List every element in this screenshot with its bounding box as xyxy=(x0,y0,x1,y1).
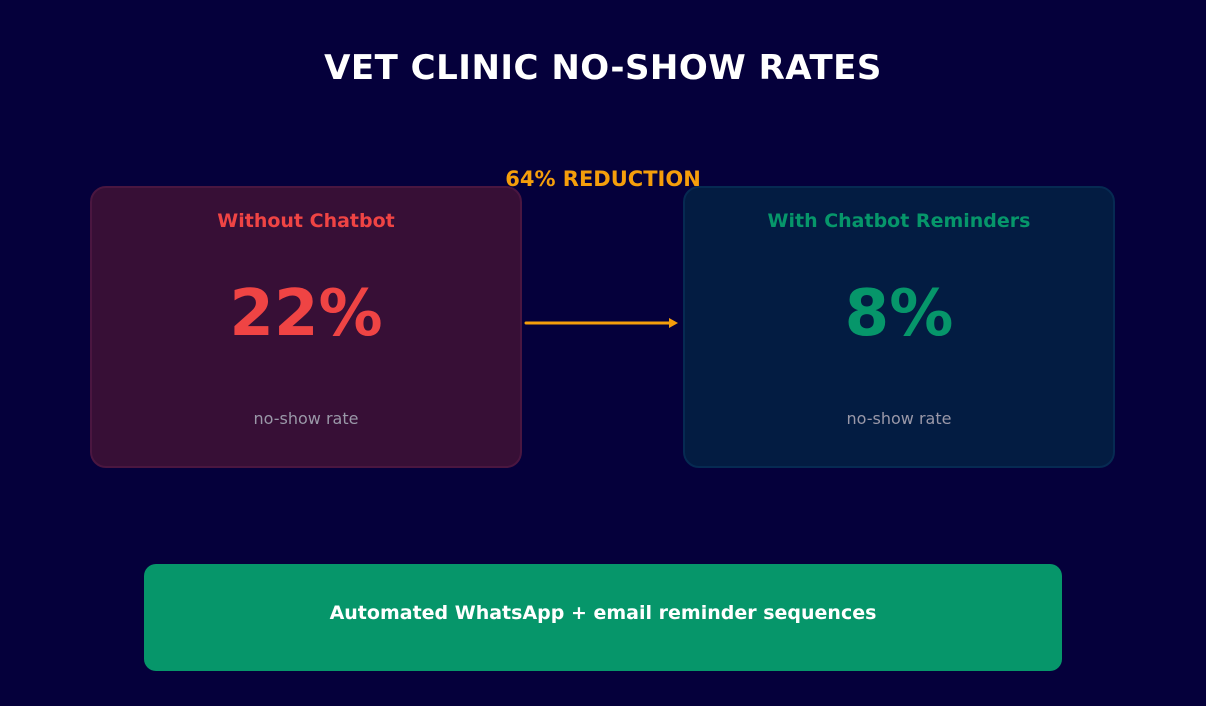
card-caption: no-show rate xyxy=(846,409,952,428)
card-value: 8% xyxy=(844,277,954,351)
card-caption: no-show rate xyxy=(253,409,359,428)
card-without-chatbot: Without Chatbot 22% no-show rate xyxy=(90,186,522,468)
card-with-chatbot: With Chatbot Reminders 8% no-show rate xyxy=(683,186,1115,468)
arrow-right-icon xyxy=(524,318,678,328)
card-title: With Chatbot Reminders xyxy=(767,210,1031,232)
reduction-label: 64% REDUCTION xyxy=(505,167,701,191)
page-title: VET CLINIC NO-SHOW RATES xyxy=(324,48,882,88)
card-value: 22% xyxy=(229,277,383,351)
banner-text: Automated WhatsApp + email reminder sequ… xyxy=(329,602,877,624)
summary-banner: Automated WhatsApp + email reminder sequ… xyxy=(144,564,1062,671)
card-title: Without Chatbot xyxy=(217,210,395,232)
